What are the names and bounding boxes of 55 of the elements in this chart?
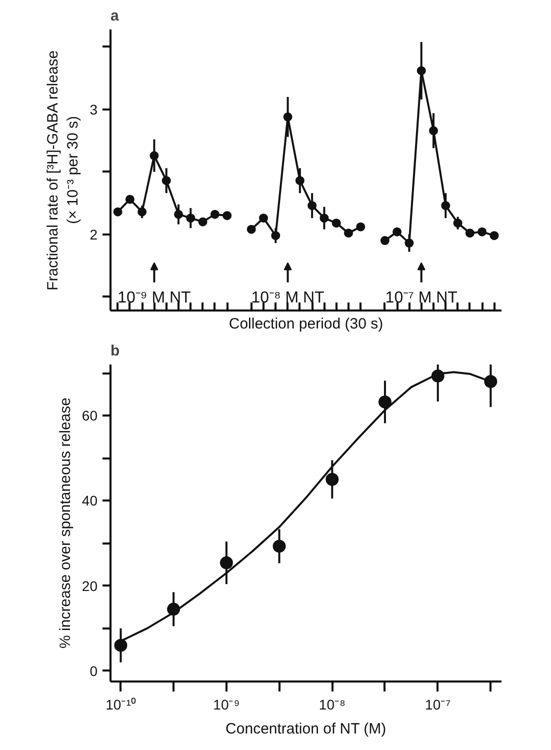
point [392,227,402,236]
y-tick-label: 60 [82,408,98,424]
point [150,151,159,160]
point [198,217,208,226]
point [114,638,128,652]
point [429,126,438,136]
y-tick-label: 3 [90,101,98,118]
x-axis-title: Concentration of NT (M) [226,720,386,738]
point [308,201,317,210]
x-tick-label: 10⁻⁹ [213,696,240,712]
point [174,210,183,219]
point [344,228,353,238]
point [356,222,366,232]
x-tick-label: 10⁻¹⁰ [106,696,136,712]
y-axis-title: Fractional rate of [³H]-GABA release (× 10⁻³ per 30 s) [44,50,82,290]
point [490,231,499,240]
x-tick-label: 10⁻⁸ [318,696,346,712]
point [378,395,392,408]
point [380,236,390,246]
point [220,556,233,570]
point [404,238,414,248]
point [441,201,450,210]
x-tick-label: 10⁻⁷ [425,696,451,712]
chart-title: a [110,8,120,24]
point [320,214,329,223]
point [246,224,256,234]
point [210,210,220,219]
point [138,207,147,216]
y-tick-label: 40 [82,492,98,509]
point [283,112,292,122]
point [162,176,171,186]
point [186,214,196,223]
point [332,218,341,228]
y-tick-label: 2 [90,226,98,242]
point [272,540,286,553]
point [271,231,280,240]
point [259,214,268,223]
chart-title: b [110,342,120,360]
point [125,194,134,204]
point [222,211,232,220]
point [326,472,339,486]
point [465,228,474,238]
y-axis-title: % increase over spontaneous release [56,397,74,648]
point [295,176,304,186]
y-tick-label: 0 [90,662,98,679]
annotation: 10⁻⁹ M NT [118,289,192,306]
point [453,218,462,228]
y-tick-label: 20 [82,578,98,594]
point [113,207,122,216]
point [478,227,487,236]
point [484,375,498,388]
x-axis-title: Collection period (30 s) [228,316,384,332]
annotation: 10⁻⁸ M NT [251,289,325,306]
point [416,66,426,76]
annotation: 10⁻⁷ M NT [385,289,458,306]
